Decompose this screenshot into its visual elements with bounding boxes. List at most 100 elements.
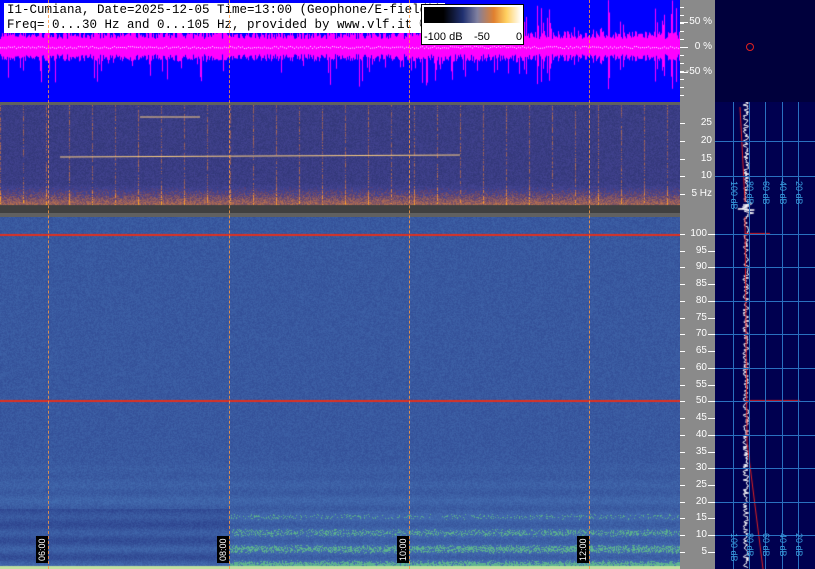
axis-tick-label: 20 [700, 134, 712, 146]
colorbar-gradient [424, 7, 521, 23]
axis-minor-tick [680, 63, 684, 64]
axis-tick [708, 434, 715, 436]
time-label: 12:00 [577, 536, 589, 563]
axis-tick-label: 5 [701, 545, 707, 557]
grid-line [749, 102, 750, 569]
axis-minor-tick [680, 95, 684, 96]
axis-tick [680, 267, 685, 269]
time-label: 08:00 [217, 536, 229, 563]
axis-tick [680, 22, 688, 23]
separator [0, 213, 680, 217]
db-label: -60 dB [761, 178, 771, 205]
db-label: -60 dB [761, 530, 771, 557]
axis-tick-label: 70 [695, 328, 707, 340]
time-grid-line [409, 0, 410, 569]
db-label: -100 dB [729, 530, 739, 562]
axis-tick [708, 468, 715, 470]
time-grid-line [48, 0, 49, 569]
separator [0, 102, 680, 105]
axis-tick [680, 551, 685, 553]
grid-line [733, 102, 734, 569]
axis-tick [708, 300, 715, 302]
axis-tick-label: 65 [695, 345, 707, 357]
grid-line [798, 102, 799, 569]
colorbar: -100 dB -50 0 [421, 4, 524, 45]
axis-tick [680, 284, 685, 286]
axis-tick-label: 100 [690, 228, 707, 239]
axis-tick [680, 317, 685, 319]
time-label: 06:00 [36, 536, 48, 563]
axis-tick [680, 72, 688, 73]
axis-tick-label: 50 [695, 395, 707, 407]
colorbar-label: -50 [474, 31, 490, 43]
axis-tick-label: 0 % [694, 41, 712, 52]
axis-tick [680, 123, 685, 124]
db-label: -80 dB [745, 530, 755, 557]
axis-tick [680, 250, 685, 252]
axis-minor-tick [680, 55, 684, 56]
time-grid-line [229, 0, 230, 569]
axis-tick [680, 158, 685, 160]
axis-minor-tick [680, 7, 684, 8]
db-label: -40 dB [778, 530, 788, 557]
axis-tick [708, 317, 715, 319]
axis-tick [708, 267, 715, 269]
grid-line [782, 102, 783, 569]
axis-tick-label: 5 Hz [691, 188, 712, 199]
axis-tick [708, 501, 715, 503]
axis-tick [708, 384, 715, 386]
axis-minor-tick [680, 31, 684, 32]
axis-tick [680, 334, 685, 336]
axis-minor-tick [680, 39, 684, 40]
axis-tick-label: 25 [695, 479, 707, 491]
axis-tick-label: 40 [695, 428, 707, 440]
axis-tick [680, 234, 685, 235]
axis-tick [680, 351, 685, 353]
axis-tick [708, 284, 715, 286]
axis-tick-label: 60 [695, 361, 707, 373]
axis-tick [680, 418, 685, 420]
axis-tick-label: 50 % [689, 16, 712, 27]
axis-tick-label: 10 [700, 170, 712, 182]
axis-tick [680, 47, 688, 48]
axis-tick [708, 351, 715, 353]
axis-tick [708, 518, 715, 520]
axis-tick [680, 401, 685, 403]
time-label: 10:00 [397, 536, 409, 563]
axis-tick [680, 300, 685, 302]
axis-tick-label: -50 % [685, 66, 712, 77]
db-label: -20 dB [794, 530, 804, 557]
axis-tick [680, 535, 685, 537]
subtitle-line: Freq= 0...30 Hz and 0...105 Hz, provided… [4, 18, 431, 33]
axis-tick [680, 367, 685, 369]
axis-tick-label: 75 [695, 311, 707, 323]
axis-tick-label: 95 [695, 244, 707, 256]
axis-tick [680, 434, 685, 436]
axis-tick [708, 451, 715, 453]
colorbar-label: 0 [516, 31, 523, 43]
axis-tick [680, 451, 685, 453]
spectrogram-0-105hz [0, 217, 680, 569]
axis-tick [680, 176, 685, 178]
axis-minor-tick [680, 87, 684, 88]
axis-minor-tick [680, 71, 684, 72]
axis-tick-label: 20 [695, 495, 707, 507]
db-label: -100 dB [729, 178, 739, 210]
axis-tick [708, 485, 715, 487]
axis-tick [708, 418, 715, 420]
axis-tick [708, 334, 715, 336]
title-line: I1-Cumiana, Date=2025-12-05 Time=13:00 (… [4, 3, 446, 18]
axis-tick [708, 250, 715, 252]
axis-tick-label: 80 [695, 294, 707, 306]
axis-tick-label: 35 [695, 445, 707, 457]
axis-tick [680, 468, 685, 470]
axis-tick [708, 535, 715, 537]
axis-minor-tick [680, 47, 684, 48]
axis-tick [680, 518, 685, 520]
axis-tick-label: 10 [695, 529, 707, 541]
marker-circle-icon [746, 43, 754, 51]
axis-tick-label: 85 [695, 278, 707, 290]
axis-tick [708, 551, 715, 553]
db-label: -80 dB [745, 178, 755, 205]
time-grid-line [589, 0, 590, 569]
